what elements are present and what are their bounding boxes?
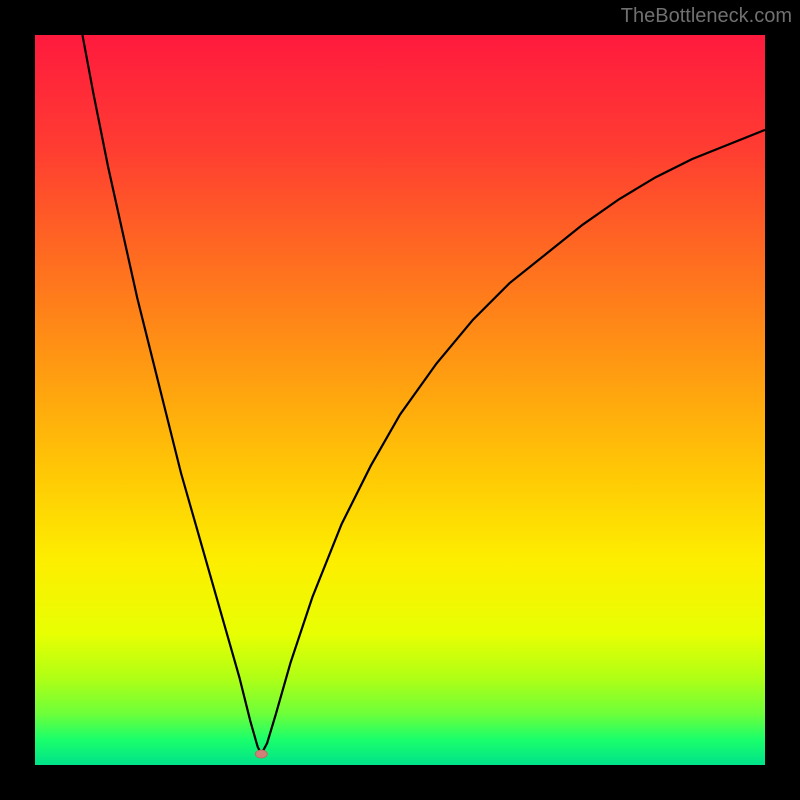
- optimal-point-marker: [255, 750, 267, 758]
- chart-plot-area: [35, 35, 765, 765]
- bottleneck-curve-chart: [35, 35, 765, 765]
- watermark-text: TheBottleneck.com: [621, 5, 792, 28]
- gradient-background: [35, 35, 765, 765]
